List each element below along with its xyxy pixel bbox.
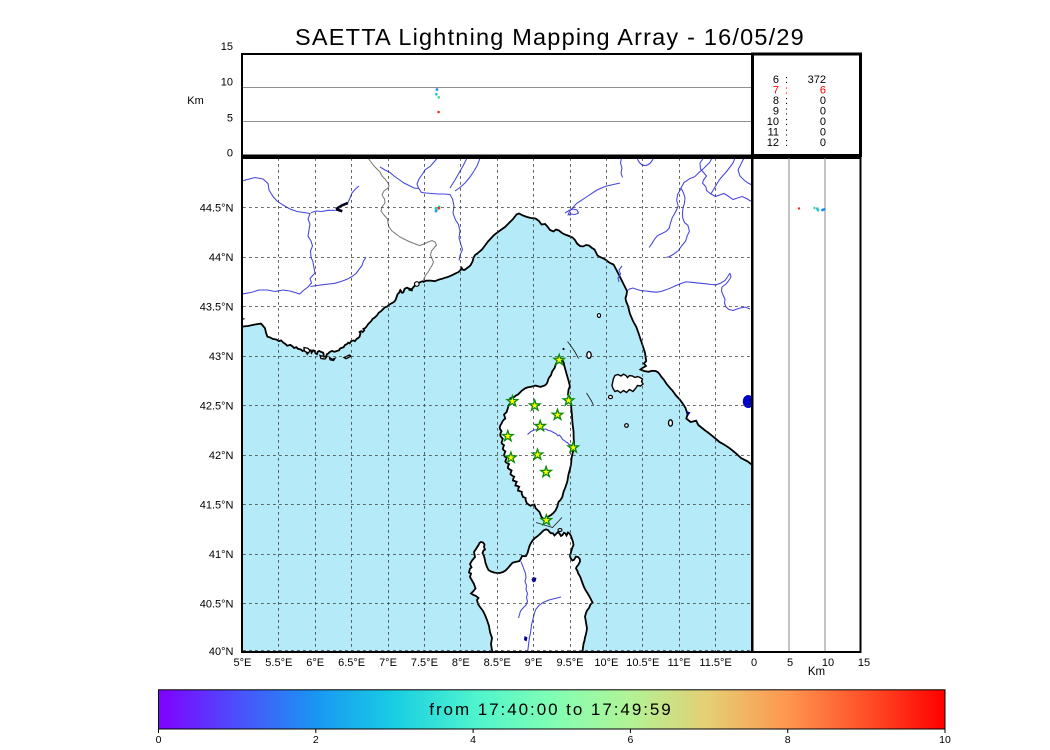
svg-text:15: 15 [858, 657, 870, 669]
svg-text:9°E: 9°E [525, 657, 543, 669]
svg-text:8.5°E: 8.5°E [484, 657, 511, 669]
svg-text:5: 5 [227, 112, 233, 124]
svg-text::: : [785, 85, 788, 97]
svg-text:42°N: 42°N [209, 450, 234, 462]
svg-text:44.5°N: 44.5°N [200, 203, 234, 215]
svg-text:7°E: 7°E [379, 657, 397, 669]
svg-text:41.5°N: 41.5°N [200, 500, 234, 512]
svg-text:0: 0 [820, 137, 826, 149]
svg-text:0: 0 [820, 127, 826, 139]
svg-text:10: 10 [939, 734, 951, 746]
svg-text:43.5°N: 43.5°N [200, 302, 234, 314]
svg-text:11°E: 11°E [668, 657, 691, 669]
svg-text:5°E: 5°E [233, 657, 251, 669]
svg-text:0: 0 [820, 106, 826, 118]
svg-text:10: 10 [221, 77, 233, 89]
svg-text:7.5°E: 7.5°E [411, 657, 438, 669]
svg-text:41°N: 41°N [209, 549, 234, 561]
svg-text:372: 372 [808, 74, 826, 86]
svg-text:0: 0 [820, 116, 826, 128]
svg-text::: : [785, 74, 788, 86]
svg-text:10°E: 10°E [594, 657, 618, 669]
svg-text:0: 0 [820, 95, 826, 107]
svg-text:15: 15 [221, 41, 233, 53]
svg-text:6: 6 [820, 85, 826, 97]
svg-text:6: 6 [773, 74, 779, 86]
svg-text:44°N: 44°N [209, 252, 234, 264]
svg-text:11.5°E: 11.5°E [699, 657, 731, 669]
svg-text:42.5°N: 42.5°N [200, 401, 234, 413]
svg-text:SAETTA Lightning Mapping Array: SAETTA Lightning Mapping Array - 16/05/2… [295, 24, 805, 50]
svg-text:Km: Km [187, 95, 204, 107]
svg-text:12: 12 [767, 137, 779, 149]
svg-text:2: 2 [313, 734, 319, 746]
svg-text:8: 8 [785, 734, 791, 746]
svg-text:from 17:40:00 to 17:49:59: from 17:40:00 to 17:49:59 [429, 700, 672, 719]
svg-text:9: 9 [773, 106, 779, 118]
svg-text:6.5°E: 6.5°E [338, 657, 365, 669]
svg-text:10: 10 [767, 116, 779, 128]
svg-text:7: 7 [773, 85, 779, 97]
svg-text:6: 6 [627, 734, 633, 746]
svg-text:8°E: 8°E [452, 657, 470, 669]
svg-text:10.5°E: 10.5°E [626, 657, 659, 669]
svg-text:5: 5 [787, 657, 793, 669]
svg-text:0: 0 [156, 734, 162, 746]
svg-text:Km: Km [808, 666, 825, 678]
svg-text:43°N: 43°N [209, 351, 234, 363]
svg-text::: : [785, 116, 788, 128]
svg-text::: : [785, 95, 788, 107]
svg-text:11: 11 [768, 127, 779, 139]
svg-text:10: 10 [822, 657, 834, 669]
svg-text::: : [785, 137, 788, 149]
svg-text:8: 8 [773, 95, 779, 107]
svg-text:6°E: 6°E [306, 657, 324, 669]
svg-text:9.5°E: 9.5°E [556, 657, 583, 669]
svg-text:0: 0 [751, 657, 757, 669]
svg-text:0: 0 [227, 148, 233, 160]
svg-text:40.5°N: 40.5°N [200, 599, 234, 611]
svg-text:40°N: 40°N [209, 646, 234, 658]
svg-text:5.5°E: 5.5°E [265, 657, 292, 669]
svg-text::: : [785, 106, 788, 118]
svg-text::: : [785, 127, 788, 139]
svg-text:4: 4 [470, 734, 476, 746]
